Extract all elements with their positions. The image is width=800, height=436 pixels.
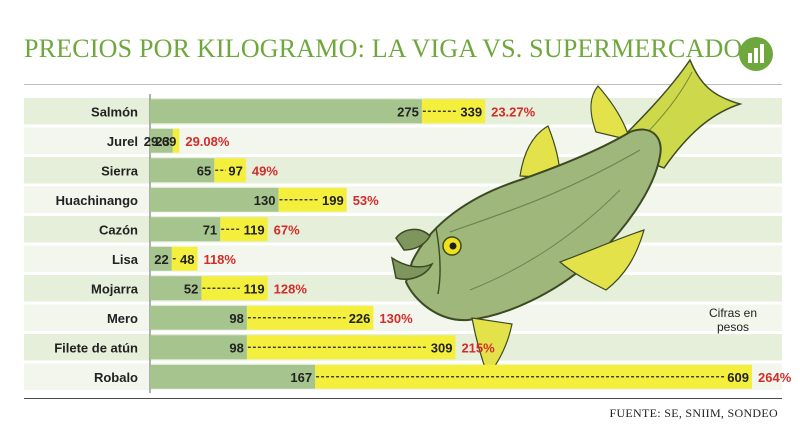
supermarket-value-label: 119 bbox=[244, 281, 265, 296]
supermarket-value-label: 226 bbox=[349, 311, 371, 326]
la-viga-value-label: 52 bbox=[184, 281, 198, 296]
category-label: Sierra bbox=[101, 163, 139, 178]
bar-group: Sierra 65 97 49% bbox=[101, 158, 278, 183]
supermarket-bar bbox=[214, 158, 246, 183]
percent-increase-label: 23.27% bbox=[491, 104, 536, 119]
percent-increase-label: 215% bbox=[461, 340, 495, 355]
bar-group: Mero 98 226 130% bbox=[107, 305, 413, 330]
la-viga-value-label: 65 bbox=[197, 163, 211, 178]
bar-group: Huachinango 130 199 53% bbox=[56, 187, 379, 212]
supermarket-value-label: 609 bbox=[727, 370, 749, 385]
percent-increase-label: 29.08% bbox=[185, 134, 230, 149]
supermarket-bar bbox=[172, 128, 180, 153]
percent-increase-label: 118% bbox=[203, 252, 236, 267]
percent-increase-label: 130% bbox=[379, 311, 413, 326]
supermarket-value-label: 48 bbox=[180, 252, 194, 267]
la-viga-value-label: 98 bbox=[229, 311, 243, 326]
la-viga-bar bbox=[150, 128, 173, 153]
la-viga-value-label: 22 bbox=[154, 252, 168, 267]
la-viga-bar bbox=[150, 305, 247, 330]
supermarket-value-label: 199 bbox=[322, 193, 344, 208]
percent-increase-label: 67% bbox=[274, 222, 300, 237]
category-label: Mero bbox=[107, 311, 138, 326]
percent-increase-label: 264% bbox=[758, 370, 792, 385]
la-viga-bar bbox=[150, 364, 316, 389]
la-viga-value-label: 98 bbox=[229, 340, 243, 355]
bar-chart-icon bbox=[738, 36, 774, 72]
bar-group: Robalo 167 609 264% bbox=[94, 364, 792, 389]
fish-illustration bbox=[390, 58, 743, 378]
la-viga-bar bbox=[150, 217, 221, 242]
la-viga-bar bbox=[150, 187, 279, 212]
la-viga-bar bbox=[150, 99, 422, 124]
la-viga-bar bbox=[150, 158, 215, 183]
bar-group: Mojarra 52 119 128% bbox=[91, 276, 308, 301]
category-label: Salmón bbox=[91, 104, 138, 119]
category-label: Robalo bbox=[94, 370, 138, 385]
bottom-rule bbox=[24, 398, 782, 399]
la-viga-value-label: 275 bbox=[397, 104, 419, 119]
bar-group: Cazón 71 119 67% bbox=[99, 217, 300, 242]
la-viga-value-label: 23 bbox=[155, 134, 169, 149]
supermarket-value-label: 119 bbox=[244, 222, 265, 237]
la-viga-bar bbox=[150, 246, 172, 271]
supermarket-value-label: 97 bbox=[228, 163, 242, 178]
la-viga-bar bbox=[150, 335, 247, 360]
la-viga-bar bbox=[150, 276, 202, 301]
units-note: Cifras en pesos bbox=[708, 306, 758, 334]
bar-group: Salmón 275 339 23.27% bbox=[91, 99, 536, 124]
top-rule bbox=[24, 84, 782, 85]
bar-group: Filete de atún 98 309 215% bbox=[54, 335, 495, 360]
supermarket-value-label: 309 bbox=[431, 340, 453, 355]
category-label: Lisa bbox=[112, 252, 139, 267]
bar-group: Lisa 22 48 118% bbox=[112, 246, 236, 271]
supermarket-bar bbox=[171, 246, 198, 271]
supermarket-value-label: 29.69 bbox=[144, 134, 177, 149]
category-label: Filete de atún bbox=[54, 340, 138, 355]
percent-increase-label: 128% bbox=[274, 281, 308, 296]
category-label: Mojarra bbox=[91, 281, 139, 296]
percent-increase-label: 49% bbox=[252, 163, 278, 178]
category-label: Jurel bbox=[107, 134, 138, 149]
category-label: Cazón bbox=[99, 222, 138, 237]
la-viga-value-label: 167 bbox=[290, 370, 312, 385]
category-label: Huachinango bbox=[56, 193, 138, 208]
la-viga-value-label: 130 bbox=[254, 193, 276, 208]
chart-title: PRECIOS POR KILOGRAMO: LA VIGA VS. SUPER… bbox=[24, 34, 758, 63]
supermarket-value-label: 339 bbox=[460, 104, 482, 119]
la-viga-value-label: 71 bbox=[203, 222, 217, 237]
percent-increase-label: 53% bbox=[353, 193, 379, 208]
source-credit: FUENTE: SE, SNIIM, SONDEO bbox=[609, 406, 778, 420]
